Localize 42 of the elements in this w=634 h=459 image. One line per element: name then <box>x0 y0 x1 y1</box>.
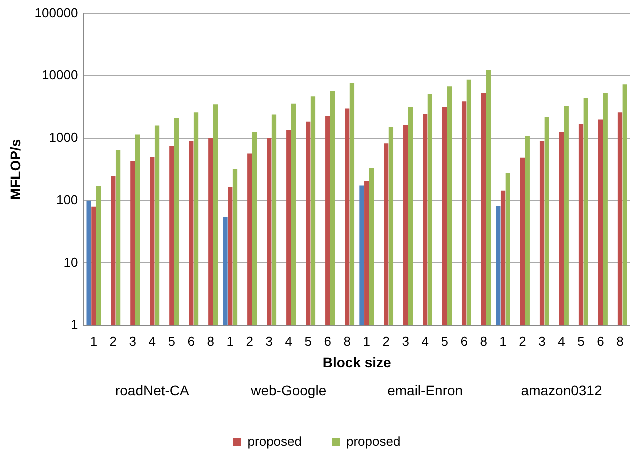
legend-label: proposed <box>248 434 302 450</box>
x-tick-label: 5 <box>441 334 448 349</box>
x-tick-label: 6 <box>188 334 196 349</box>
x-tick-label: 1 <box>90 334 98 349</box>
x-tick-label: 8 <box>616 334 624 349</box>
y-tick-label: 10 <box>64 254 78 270</box>
x-tick-label: 5 <box>168 334 176 349</box>
text: email-Enron <box>388 382 464 398</box>
x-tick-label: 4 <box>285 334 292 349</box>
x-tick-label: 6 <box>460 334 468 349</box>
y-tick-label: 100 <box>56 192 78 208</box>
x-tick-label: 1 <box>226 334 234 349</box>
y-tick-label: 1000 <box>49 130 78 146</box>
text: web-Google <box>250 382 327 398</box>
x-tick-label: 4 <box>558 334 566 349</box>
y-tick-label: 100000 <box>34 5 78 20</box>
x-tick-label: 4 <box>422 334 429 349</box>
x-tick-label: 3 <box>538 334 546 349</box>
x-axis-title: Block size <box>322 354 392 370</box>
y-axis-title: MFLOP/s <box>7 139 24 200</box>
x-tick-label: 6 <box>324 334 332 349</box>
x-tick-label: 8 <box>344 334 351 349</box>
text: amazon0312 <box>521 382 602 398</box>
text: roadNet-CA <box>115 382 190 398</box>
x-tick-label: 1 <box>500 334 507 349</box>
x-tick-label: 2 <box>382 334 390 349</box>
x-tick-label: 4 <box>148 334 156 349</box>
legend-label: proposed <box>346 434 401 450</box>
y-tick-label: 1 <box>70 317 78 332</box>
x-tick-label: 5 <box>304 334 312 349</box>
x-tick-label: 8 <box>207 334 215 349</box>
y-tick-label: 10000 <box>42 68 78 83</box>
x-tick-label: 3 <box>129 334 137 349</box>
x-tick-label: 2 <box>246 334 254 349</box>
x-tick-label: 1 <box>363 334 370 349</box>
x-tick-label: 2 <box>519 334 526 349</box>
x-tick-label: 3 <box>266 334 273 349</box>
x-tick-label: 3 <box>402 334 410 349</box>
x-tick-label: 2 <box>110 334 118 349</box>
x-tick-label: 8 <box>480 334 488 349</box>
x-tick-label: 6 <box>597 334 604 349</box>
x-tick-label: 5 <box>578 334 585 349</box>
